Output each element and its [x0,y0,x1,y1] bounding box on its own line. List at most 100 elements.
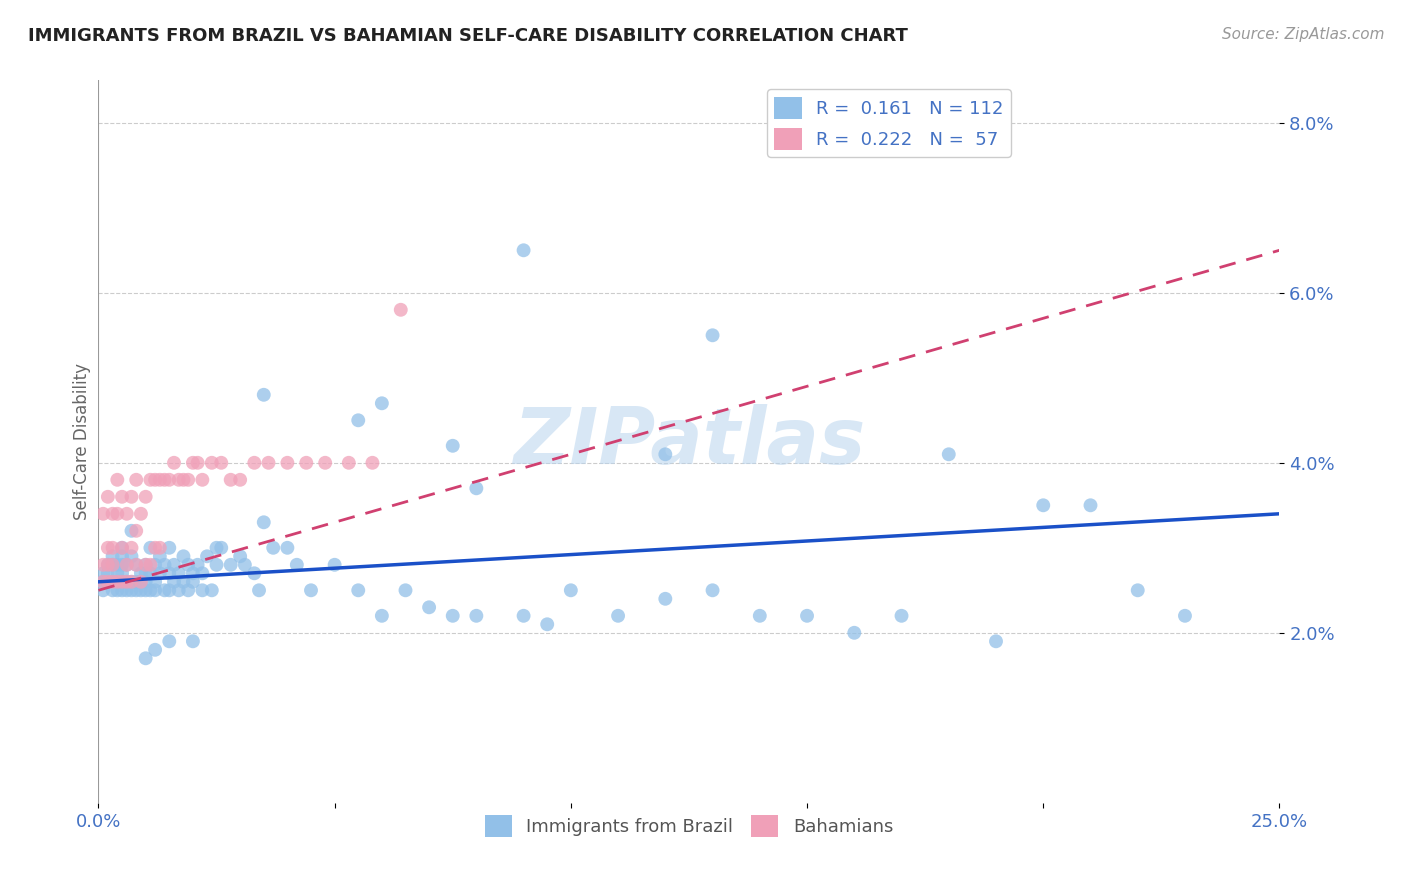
Point [201,583,224,598]
Point [91,558,114,572]
Point [172,574,194,589]
Point [105,507,128,521]
Point [347,583,370,598]
Point [121,583,143,598]
Point [177,558,200,572]
Point [97,558,120,572]
Point [101,574,124,589]
Point [157,583,180,598]
Point [394,583,416,598]
Point [129,566,152,581]
Point [143,583,166,598]
Point [105,558,128,572]
Point [167,566,190,581]
Point [172,549,194,564]
Point [115,558,138,572]
Y-axis label: Self-Care Disability: Self-Care Disability [73,363,91,520]
Point [105,566,128,581]
Point [512,244,534,258]
Legend: Immigrants from Brazil, Bahamians: Immigrants from Brazil, Bahamians [478,808,900,845]
Point [465,608,488,623]
Point [125,473,148,487]
Point [135,558,157,572]
Point [253,388,276,402]
Point [139,558,162,572]
Point [229,549,252,564]
Point [97,558,120,572]
Point [129,583,152,598]
Point [205,541,228,555]
Point [143,473,166,487]
Point [135,574,157,589]
Point [139,541,162,555]
Point [371,396,394,410]
Point [111,549,134,564]
Point [276,456,298,470]
Point [129,574,152,589]
Point [101,558,124,572]
Point [115,558,138,572]
Text: ZIPatlas: ZIPatlas [513,403,865,480]
Point [111,541,134,555]
Point [167,473,190,487]
Point [229,473,252,487]
Point [702,328,724,343]
Point [796,608,818,623]
Point [111,583,134,598]
Point [1174,608,1197,623]
Point [139,473,162,487]
Point [129,507,152,521]
Point [105,574,128,589]
Point [209,456,232,470]
Point [285,558,308,572]
Point [97,566,120,581]
Point [97,490,120,504]
Point [984,634,1007,648]
Point [163,456,186,470]
Point [121,574,143,589]
Text: IMMIGRANTS FROM BRAZIL VS BAHAMIAN SELF-CARE DISABILITY CORRELATION CHART: IMMIGRANTS FROM BRAZIL VS BAHAMIAN SELF-… [28,27,908,45]
Point [560,583,582,598]
Point [418,600,440,615]
Point [157,634,180,648]
Point [167,583,190,598]
Point [129,574,152,589]
Point [157,473,180,487]
Point [371,608,394,623]
Point [337,456,360,470]
Point [153,558,176,572]
Point [157,541,180,555]
Point [101,507,124,521]
Point [243,456,266,470]
Point [323,558,346,572]
Point [143,574,166,589]
Point [91,574,114,589]
Point [121,541,143,555]
Point [101,549,124,564]
Point [195,549,218,564]
Point [125,558,148,572]
Point [163,558,186,572]
Point [654,447,676,461]
Point [465,481,488,495]
Point [97,574,120,589]
Point [101,583,124,598]
Point [105,473,128,487]
Point [125,524,148,538]
Point [139,566,162,581]
Point [135,651,157,665]
Point [105,574,128,589]
Text: Source: ZipAtlas.com: Source: ZipAtlas.com [1222,27,1385,42]
Point [1032,498,1054,512]
Point [890,608,912,623]
Point [536,617,558,632]
Point [1080,498,1102,512]
Point [295,456,318,470]
Point [111,541,134,555]
Point [187,558,209,572]
Point [157,566,180,581]
Point [389,302,412,317]
Point [111,490,134,504]
Point [135,558,157,572]
Point [135,490,157,504]
